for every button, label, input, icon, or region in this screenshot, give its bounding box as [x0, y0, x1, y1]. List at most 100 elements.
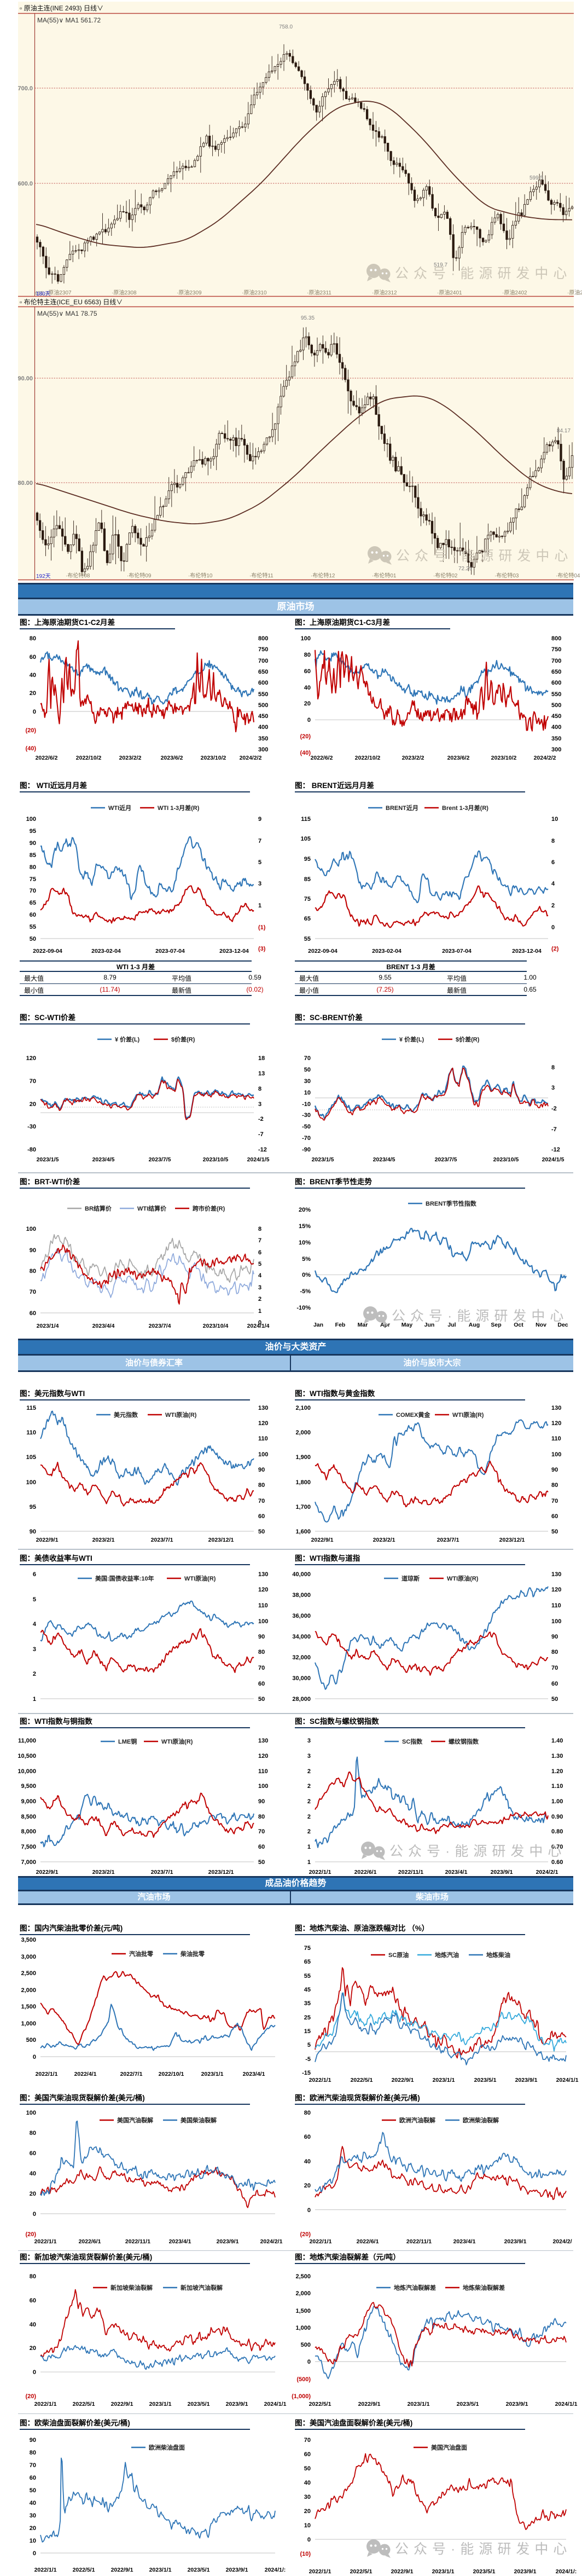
svg-text:BRENT季节性指数: BRENT季节性指数: [426, 1200, 477, 1207]
svg-text:2023/4/1: 2023/4/1: [445, 1869, 468, 1875]
svg-text:-2: -2: [551, 1105, 557, 1112]
svg-text:1: 1: [258, 902, 261, 909]
svg-text:-50: -50: [302, 1124, 311, 1130]
svg-text:¥ 价差(L): ¥ 价差(L): [115, 1035, 140, 1043]
svg-text:2023-12-04: 2023-12-04: [512, 948, 542, 954]
svg-text:跨市价差(R): 跨市价差(R): [193, 1205, 225, 1212]
svg-text:90: 90: [551, 1467, 558, 1473]
svg-text:2023/7/4: 2023/7/4: [149, 1323, 171, 1329]
svg-text:¥ 价差(L): ¥ 价差(L): [399, 1035, 424, 1043]
svg-text:550: 550: [551, 691, 561, 698]
svg-text:20: 20: [304, 2508, 311, 2515]
svg-text:120: 120: [551, 1420, 561, 1427]
svg-text:Jun: Jun: [424, 1322, 435, 1328]
svg-text:2023/4/1: 2023/4/1: [243, 2071, 265, 2077]
svg-text:120: 120: [551, 1587, 561, 1593]
svg-text:9,500: 9,500: [21, 1783, 36, 1790]
svg-text:公众号·能源研发中心: 公众号·能源研发中心: [396, 548, 573, 564]
svg-text:1,800: 1,800: [295, 1479, 311, 1486]
svg-text:20: 20: [30, 1101, 36, 1108]
svg-text:2023/4/4: 2023/4/4: [92, 1323, 115, 1329]
svg-text:1.20: 1.20: [551, 1768, 563, 1775]
svg-text:8: 8: [551, 1064, 555, 1071]
svg-text:2023/10/5: 2023/10/5: [203, 1156, 229, 1163]
svg-text:2: 2: [551, 902, 555, 909]
svg-text:2,000: 2,000: [295, 2290, 311, 2297]
svg-text:2022/6/1: 2022/6/1: [354, 1869, 377, 1875]
svg-text:2022/5/1: 2022/5/1: [73, 2567, 95, 2573]
svg-text:2022/1/1: 2022/1/1: [36, 2071, 58, 2077]
svg-text:2022/4/1: 2022/4/1: [74, 2071, 97, 2077]
svg-text:2023/9/1: 2023/9/1: [226, 2567, 248, 2573]
svg-text:2022/6/2: 2022/6/2: [311, 755, 333, 761]
svg-text:750: 750: [258, 646, 268, 653]
svg-text:50: 50: [258, 1696, 265, 1703]
svg-text:75: 75: [304, 1945, 311, 1952]
svg-text:8,500: 8,500: [21, 1814, 36, 1820]
svg-text:·布伦特08: ·布伦特08: [66, 572, 90, 579]
svg-text:2022/1/1: 2022/1/1: [309, 2077, 331, 2083]
svg-text:599.5: 599.5: [529, 175, 543, 181]
svg-text:95: 95: [30, 828, 36, 835]
svg-text:▫ 原油主连(INE 2493) 日线∨: ▫ 原油主连(INE 2493) 日线∨: [20, 4, 103, 12]
svg-text:图：WTI指数与道指: 图：WTI指数与道指: [295, 1554, 360, 1562]
svg-text:30: 30: [30, 2513, 36, 2519]
svg-text:80: 80: [30, 635, 36, 642]
svg-text:WTI原油(R): WTI原油(R): [184, 1574, 216, 1582]
svg-text:2023-07-04: 2023-07-04: [442, 948, 472, 954]
svg-text:2023/1/1: 2023/1/1: [149, 2567, 172, 2573]
svg-text:地炼汽油裂解差: 地炼汽油裂解差: [394, 2284, 436, 2291]
svg-text:40: 40: [30, 672, 36, 679]
svg-text:10%: 10%: [299, 1240, 311, 1246]
svg-text:-10: -10: [302, 1101, 311, 1108]
svg-text:2022/9/1: 2022/9/1: [391, 2568, 414, 2575]
svg-text:2024/1/5: 2024/1/5: [542, 1156, 564, 1163]
svg-text:2: 2: [307, 1814, 311, 1820]
svg-text:美国汽油裂解: 美国汽油裂解: [117, 2116, 153, 2124]
svg-text:30: 30: [304, 1078, 311, 1085]
svg-text:180天: 180天: [36, 291, 51, 297]
svg-text:2023/5/1: 2023/5/1: [474, 2077, 497, 2083]
svg-text:2023/4/5: 2023/4/5: [92, 1156, 115, 1163]
svg-text:40: 40: [30, 2170, 36, 2177]
svg-text:欧洲柴油裂解: 欧洲柴油裂解: [463, 2116, 499, 2124]
svg-text:90: 90: [30, 2437, 36, 2444]
svg-text:70: 70: [258, 1828, 265, 1835]
svg-text:1: 1: [307, 1844, 311, 1850]
svg-text:75: 75: [304, 896, 311, 902]
svg-text:·布伦特11: ·布伦特11: [249, 572, 273, 579]
svg-text:100: 100: [258, 1783, 268, 1790]
svg-text:500: 500: [258, 702, 268, 709]
svg-text:4: 4: [33, 1621, 37, 1628]
svg-text:1: 1: [258, 1308, 261, 1315]
svg-text:400: 400: [551, 724, 561, 731]
svg-text:4: 4: [551, 881, 555, 887]
svg-text:70: 70: [30, 888, 36, 894]
svg-text:MA(55)∨ MA1 561.72: MA(55)∨ MA1 561.72: [37, 16, 101, 24]
svg-text:0: 0: [33, 2550, 36, 2557]
svg-text:2024/2/1: 2024/2/1: [536, 1869, 558, 1875]
svg-text:2023/2/1: 2023/2/1: [92, 1537, 115, 1543]
svg-text:2022/9/1: 2022/9/1: [36, 1537, 59, 1543]
svg-text:70: 70: [30, 1289, 36, 1295]
svg-text:-5: -5: [305, 2056, 311, 2063]
svg-text:8,000: 8,000: [21, 1828, 36, 1835]
svg-text:80: 80: [258, 1814, 265, 1820]
svg-text:公众号·能源研发中心: 公众号·能源研发中心: [392, 1309, 568, 1324]
svg-text:公众号·能源研发中心: 公众号·能源研发中心: [395, 266, 572, 281]
svg-text:50: 50: [258, 1529, 265, 1535]
svg-text:7,000: 7,000: [21, 1859, 36, 1866]
svg-text:750: 750: [551, 646, 561, 653]
svg-text:2024/1/1: 2024/1/1: [264, 2401, 287, 2407]
svg-text:2023/6/2: 2023/6/2: [161, 755, 183, 761]
svg-text:2022/10/2: 2022/10/2: [355, 755, 381, 761]
svg-text:2023/12/1: 2023/12/1: [208, 1537, 234, 1543]
svg-text:2022/1/1: 2022/1/1: [34, 2401, 57, 2407]
svg-text:1,000: 1,000: [21, 2021, 36, 2027]
svg-text:100: 100: [301, 635, 311, 642]
svg-text:300: 300: [258, 746, 268, 753]
svg-text:2024/1/:: 2024/1/:: [265, 2567, 286, 2573]
svg-text:2022/9/1: 2022/9/1: [311, 1537, 334, 1543]
svg-text:60: 60: [30, 2297, 36, 2304]
svg-text:20: 20: [30, 2191, 36, 2197]
